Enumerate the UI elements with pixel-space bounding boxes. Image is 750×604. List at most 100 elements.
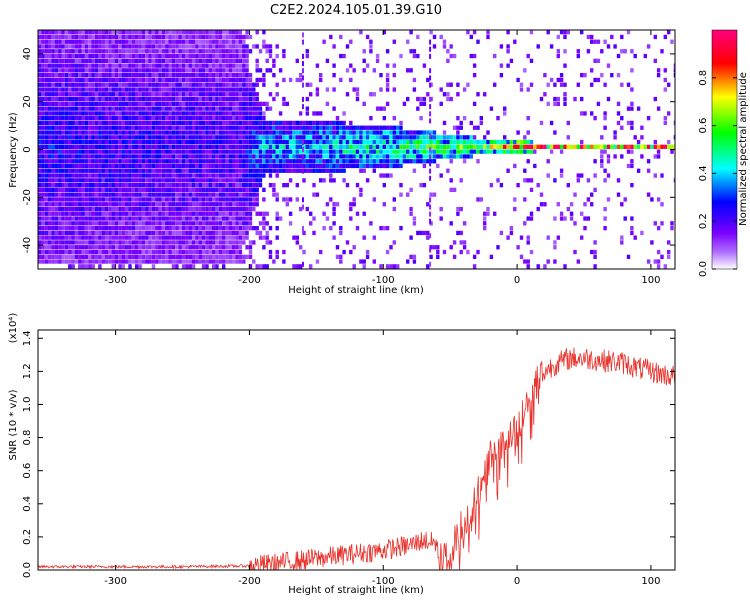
spectrogram-cell	[135, 264, 139, 269]
spectrogram-cell	[114, 34, 119, 40]
spectrogram-cell	[620, 49, 624, 54]
spectrogram-cell	[636, 168, 641, 173]
spectrogram-cell	[355, 92, 360, 97]
spectrogram-cell	[185, 144, 189, 149]
spectrogram-cell	[175, 111, 179, 116]
spectrogram-cell	[606, 96, 611, 102]
spectrogram-cell	[258, 49, 263, 54]
spectrogram-cell	[188, 135, 192, 140]
spectrogram-cell	[265, 125, 269, 130]
spectrogram-cell	[171, 187, 176, 192]
spectrogram-cell	[309, 264, 313, 269]
spectrogram-cell	[215, 259, 219, 264]
spectrogram-cell	[151, 120, 156, 126]
spectrogram-cell	[91, 34, 95, 40]
spectrogram-cell	[131, 116, 136, 121]
spectrogram-cell	[94, 173, 99, 178]
spectrogram-cell	[228, 82, 233, 87]
spectrogram-cell	[382, 163, 386, 169]
spectrogram-cell	[205, 226, 209, 231]
spectrogram-cell	[319, 135, 323, 140]
spectrogram-cell	[322, 168, 326, 173]
spectrogram-cell	[101, 49, 105, 54]
figure-title: C2E2.2024.105.01.39.G10	[270, 3, 442, 18]
spectrogram-cell	[125, 154, 129, 159]
spectrogram-cell	[255, 144, 259, 149]
spectrogram-cell	[258, 149, 263, 154]
spectrogram-cell	[201, 130, 206, 135]
spectrogram-cell	[201, 82, 206, 87]
spectrogram-cell	[212, 77, 216, 83]
spectrogram-cell	[426, 154, 430, 159]
spectrogram-cell	[185, 58, 189, 63]
spectrogram-cell	[365, 254, 370, 259]
spectrogram-cell	[188, 168, 192, 173]
spectrogram-cell	[94, 221, 99, 226]
spectrogram-cell	[94, 73, 99, 78]
spectrogram-cell	[610, 144, 614, 149]
spectrogram-cell	[148, 87, 152, 92]
spectrogram-cell	[242, 53, 246, 59]
spectrogram-cell	[412, 168, 417, 173]
spectrogram-cell	[626, 254, 631, 259]
spectrogram-cell	[509, 144, 514, 149]
spectrogram-cell	[151, 192, 156, 197]
spectrogram-cell	[332, 87, 336, 92]
spectrogram-streak	[302, 53, 304, 59]
spectrogram-cell	[158, 245, 162, 250]
spectrogram-cell	[479, 116, 483, 121]
spectrogram-cell	[278, 68, 283, 73]
spectrogram-cell	[155, 125, 159, 130]
spectrogram-cell	[258, 111, 263, 116]
spectrogram-cell	[64, 192, 69, 197]
spectrogram-cell	[64, 230, 69, 236]
spectrogram-cell	[125, 92, 129, 97]
spectrogram-cell	[375, 106, 380, 111]
spectrogram-cell	[426, 135, 430, 140]
spectrogram-cell	[385, 49, 390, 54]
spectrogram-cell	[212, 178, 216, 183]
spectrogram-cell	[359, 163, 363, 169]
spectrogram-cell	[586, 197, 591, 202]
spectrogram-cell	[248, 34, 253, 40]
spectrogram-cell	[161, 221, 166, 226]
spectrogram-cell	[181, 173, 186, 178]
spectrogram-cell	[305, 144, 309, 149]
spectrogram-cell	[181, 144, 186, 149]
spectrogram-cell	[178, 68, 182, 73]
spectrogram-cell	[238, 30, 243, 35]
spectrogram-cell	[195, 149, 199, 154]
spectrogram-cell	[48, 58, 52, 63]
spectrogram-cell	[322, 39, 326, 44]
spectrogram-cell	[191, 187, 196, 192]
spectrogram-cell	[660, 49, 664, 54]
spectrogram-cell	[222, 135, 226, 140]
spectrogram-cell	[238, 68, 243, 73]
spectrogram-cell	[88, 240, 92, 245]
spectrogram-cell	[325, 58, 330, 63]
spectrogram-cell	[382, 106, 386, 111]
spectrogram-cell	[48, 130, 52, 135]
spectrogram-cell	[235, 87, 239, 92]
spectrogram-cell	[215, 202, 219, 207]
spectrogram-cell	[94, 249, 99, 255]
spectrogram-cell	[188, 211, 192, 216]
spectrogram-cell	[212, 58, 216, 63]
spectrogram-cell	[322, 144, 326, 149]
spectrogram-cell	[232, 192, 236, 197]
spectrogram-cell	[191, 106, 196, 111]
spectrogram-streak	[302, 61, 304, 67]
spectrogram-cell	[104, 53, 109, 59]
spectrogram-streak	[302, 39, 304, 45]
spectrogram-cell	[78, 30, 82, 35]
spectrogram-cell	[108, 96, 112, 102]
spectrogram-cell	[51, 39, 55, 44]
spectrogram-cell	[64, 154, 69, 159]
spectrogram-cell	[54, 116, 59, 121]
spectrogram-streak	[302, 226, 304, 231]
spectrogram-cell	[38, 178, 42, 183]
spectrogram-cell	[312, 163, 316, 169]
spectrogram-cell	[566, 144, 570, 149]
spectrogram-cell	[128, 168, 132, 173]
spectrogram-cell	[422, 144, 427, 149]
